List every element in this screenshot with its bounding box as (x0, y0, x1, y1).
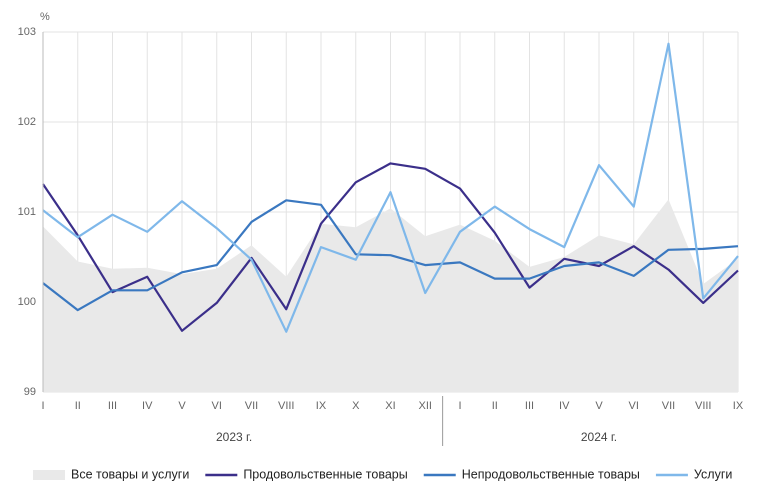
line (42, 42, 739, 333)
x-tick-label: II (492, 400, 498, 412)
x-tick-label: IX (316, 400, 327, 412)
x-tick-label: I (41, 400, 44, 412)
x-tick-label: I (458, 400, 461, 412)
x-tick-label: II (75, 400, 81, 412)
x-tick-label: V (178, 400, 186, 412)
legend-label: Услуги (694, 467, 732, 481)
x-tick-label: IV (559, 400, 570, 412)
x-tick-label: VI (629, 400, 639, 412)
x-tick-label: IV (142, 400, 153, 412)
y-tick-label: 99 (24, 386, 36, 398)
y-tick-label: 103 (18, 26, 36, 38)
y-tick-label: 100 (18, 296, 36, 308)
legend-label: Продовольственные товары (243, 467, 407, 481)
x-tick-label: VIII (278, 400, 295, 412)
group-label: 2024 г. (581, 430, 617, 444)
x-tick-label: VII (662, 400, 675, 412)
x-tick-label: III (108, 400, 117, 412)
line (42, 162, 739, 332)
x-tick-label: XII (419, 400, 432, 412)
x-tick-label: VIII (695, 400, 712, 412)
x-tick-label: IX (733, 400, 744, 412)
line (42, 199, 739, 312)
x-tick-label: VII (245, 400, 258, 412)
x-tick-label: III (525, 400, 534, 412)
y-tick-label: 101 (18, 206, 36, 218)
x-tick-label: XI (385, 400, 395, 412)
unit-label: % (40, 11, 50, 23)
x-tick-label: X (352, 400, 360, 412)
area (43, 199, 738, 392)
y-tick-label: 102 (18, 116, 36, 128)
legend-label: Непродовольственные товары (462, 467, 640, 481)
x-tick-label: V (595, 400, 603, 412)
legend-label: Все товары и услуги (71, 467, 189, 481)
group-label: 2023 г. (216, 430, 252, 444)
plot (42, 42, 739, 392)
legend-swatch (33, 470, 65, 480)
legend: Все товары и услуги Продовольственные тов… (33, 467, 732, 481)
x-tick-label: VI (212, 400, 222, 412)
